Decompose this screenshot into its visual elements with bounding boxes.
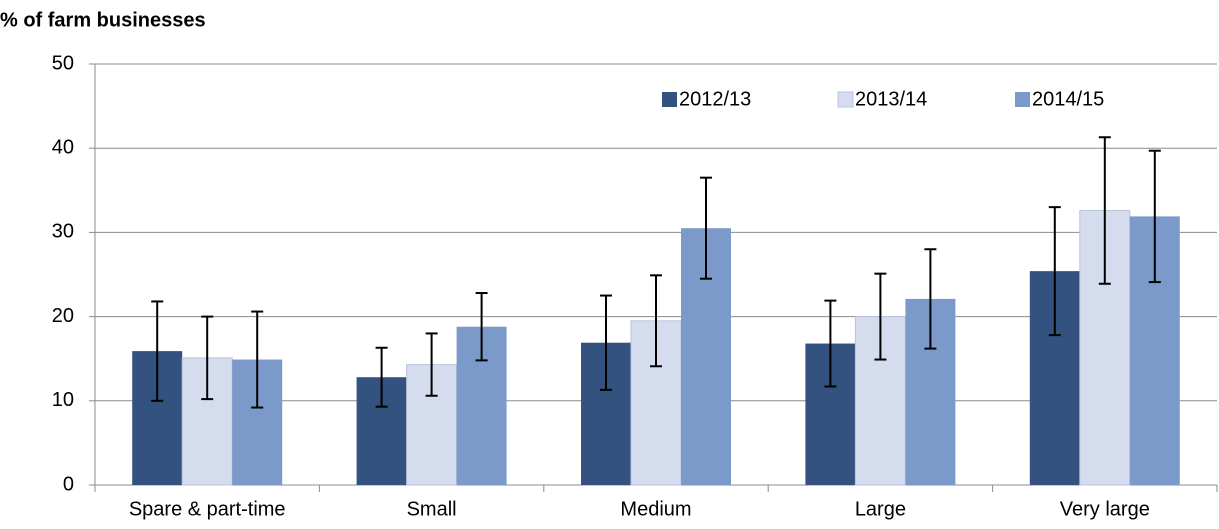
error-bar bbox=[924, 248, 937, 350]
y-tick-label: 10 bbox=[52, 389, 74, 411]
error-bar bbox=[251, 310, 264, 409]
x-tick-label: Very large bbox=[1060, 498, 1150, 520]
error-bar bbox=[600, 294, 612, 391]
error-bar bbox=[1098, 136, 1111, 285]
error-bar bbox=[201, 315, 214, 401]
y-tick-label: 0 bbox=[63, 473, 74, 495]
error-bar bbox=[824, 299, 837, 388]
legend-label: 2013/14 bbox=[855, 88, 927, 110]
legend-swatch bbox=[837, 91, 854, 108]
legend-label: 2014/15 bbox=[1032, 88, 1104, 110]
x-tick-label: Spare & part-time bbox=[129, 498, 286, 520]
y-tick-label: 50 bbox=[52, 52, 74, 74]
error-bar bbox=[1048, 206, 1061, 337]
y-tick-label: 40 bbox=[52, 136, 74, 158]
y-tick-label: 30 bbox=[52, 221, 74, 243]
x-tick-label: Medium bbox=[620, 498, 691, 520]
y-tick-label: 20 bbox=[52, 305, 74, 327]
error-bar bbox=[151, 300, 164, 402]
x-tick-label: Large bbox=[855, 498, 906, 520]
error-bar bbox=[650, 274, 662, 368]
error-bar bbox=[425, 332, 438, 397]
legend-label: 2012/13 bbox=[679, 88, 751, 110]
error-bar bbox=[475, 292, 488, 362]
legend-swatch bbox=[1015, 92, 1030, 107]
error-bar bbox=[1148, 149, 1161, 284]
x-tick-label: Small bbox=[407, 498, 457, 520]
error-bar bbox=[874, 272, 887, 361]
error-bar bbox=[700, 176, 712, 280]
y-axis-label: % of farm businesses bbox=[0, 9, 206, 31]
legend-swatch bbox=[662, 92, 677, 107]
error-bar bbox=[375, 346, 388, 408]
